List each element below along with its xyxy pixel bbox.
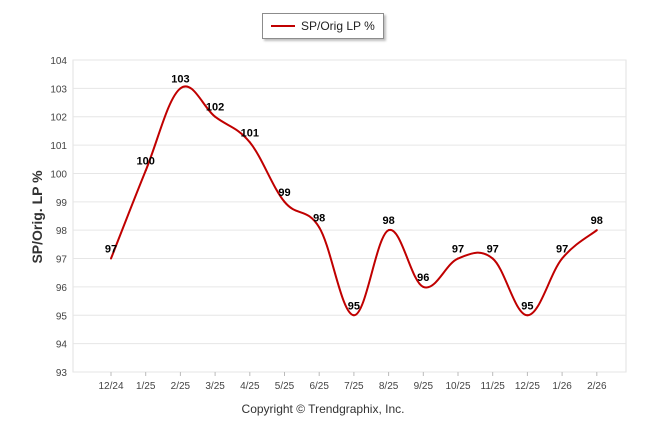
data-label: 95 [521,300,533,312]
data-label: 97 [487,244,499,256]
x-tick-label: 11/25 [481,381,506,392]
copyright-footer: Copyright © Trendgraphix, Inc. [241,402,405,416]
data-point [248,141,251,144]
data-point [352,314,355,317]
data-label: 98 [313,212,325,224]
series-sp-orig-lp [110,85,598,317]
plot-area [72,59,627,373]
data-labels: 97 100 103 102 101 99 98 95 98 96 97 97 95 97 98 [105,73,603,317]
y-tick-label: 93 [56,368,68,379]
legend-label: SP/Orig LP % [301,19,375,33]
x-tick-label: 1/26 [552,381,572,392]
data-point [422,285,425,288]
data-label: 102 [206,102,224,114]
data-point [457,257,459,260]
x-tick-label: 3/25 [205,381,225,392]
data-label: 99 [278,187,290,199]
x-tick-label: 2/26 [587,381,607,392]
data-label: 97 [556,244,568,256]
x-tick-label: 10/25 [445,381,470,392]
x-tick-label: 12/25 [515,381,540,392]
data-point [283,200,286,203]
x-tick-label: 8/25 [379,381,399,392]
x-axis-ticks: 12/24 1/25 2/25 3/25 4/25 5/25 6/25 7/25 8/25 9/2… [98,372,607,392]
y-axis-ticks: 93 94 95 96 97 98 99 100 101 102 103 104 [50,56,67,379]
data-point [318,226,321,229]
data-label: 103 [171,73,189,85]
data-label: 95 [348,300,360,312]
data-point [387,229,390,232]
data-label: 98 [382,215,394,227]
legend[interactable]: SP/Orig LP % [262,13,384,39]
x-tick-label: 6/25 [309,381,329,392]
x-tick-label: 12/24 [98,381,123,392]
y-tick-label: 97 [56,255,68,266]
data-point [491,257,494,260]
data-point [110,257,112,260]
data-label: 98 [591,215,603,227]
data-point [561,257,564,260]
y-tick-label: 100 [50,169,67,180]
data-label: 100 [137,156,155,168]
y-tick-label: 104 [50,56,67,67]
y-tick-label: 99 [56,198,68,209]
y-tick-label: 98 [56,226,68,237]
data-point [214,115,217,118]
y-tick-label: 102 [50,113,67,124]
y-tick-label: 95 [56,311,68,322]
series-line [110,85,598,317]
data-label: 97 [452,244,464,256]
data-point [144,169,147,172]
x-tick-label: 4/25 [240,381,260,392]
x-tick-label: 5/25 [275,381,295,392]
y-tick-label: 103 [50,84,67,95]
data-label: 97 [105,244,117,256]
x-tick-label: 9/25 [414,381,434,392]
x-tick-label: 2/25 [171,381,191,392]
data-label: 96 [417,272,429,284]
data-label: 101 [241,127,259,139]
y-tick-label: 94 [56,340,68,351]
grid-lines [72,59,627,373]
x-tick-label: 7/25 [344,381,364,392]
data-point [179,87,182,90]
y-tick-label: 96 [56,283,68,294]
x-tick-label: 1/25 [136,381,156,392]
y-axis-title: SP/Orig. LP % [29,170,45,264]
data-point [526,314,529,317]
data-point [595,229,598,232]
y-tick-label: 101 [50,141,67,152]
legend-swatch [271,25,295,27]
